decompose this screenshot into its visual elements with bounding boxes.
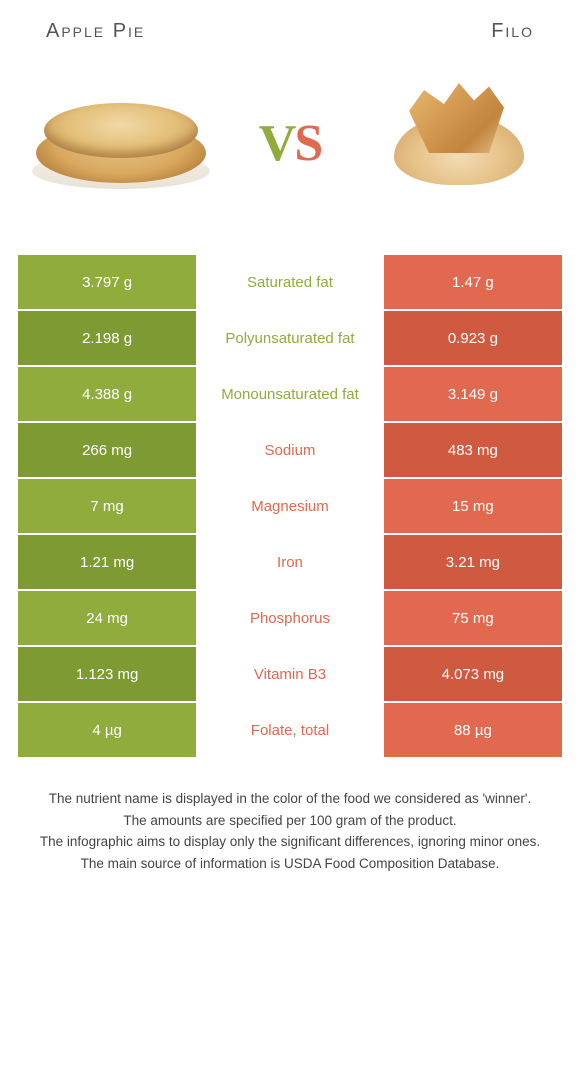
left-value: 4.388 g <box>18 367 196 421</box>
left-value: 7 mg <box>18 479 196 533</box>
left-value: 1.21 mg <box>18 535 196 589</box>
hero-row: VS <box>16 53 564 253</box>
table-row: 1.123 mgVitamin B34.073 mg <box>18 647 562 701</box>
footnote-line: The infographic aims to display only the… <box>24 832 556 852</box>
table-row: 2.198 gPolyunsaturated fat0.923 g <box>18 311 562 365</box>
footnote-line: The amounts are specified per 100 gram o… <box>24 811 556 831</box>
apple-pie-image <box>36 83 206 203</box>
right-value: 0.923 g <box>384 311 562 365</box>
left-value: 1.123 mg <box>18 647 196 701</box>
right-value: 1.47 g <box>384 255 562 309</box>
left-value: 4 µg <box>18 703 196 757</box>
right-value: 75 mg <box>384 591 562 645</box>
table-row: 266 mgSodium483 mg <box>18 423 562 477</box>
right-food-title: Filo <box>491 20 534 43</box>
left-food-title: Apple Pie <box>46 20 145 43</box>
footnote-line: The nutrient name is displayed in the co… <box>24 789 556 809</box>
right-value: 4.073 mg <box>384 647 562 701</box>
title-row: Apple Pie Filo <box>16 20 564 53</box>
left-value: 24 mg <box>18 591 196 645</box>
left-value: 3.797 g <box>18 255 196 309</box>
nutrient-label: Saturated fat <box>198 255 382 309</box>
left-value: 2.198 g <box>18 311 196 365</box>
nutrient-table: 3.797 gSaturated fat1.47 g2.198 gPolyuns… <box>16 253 564 759</box>
vs-s: S <box>294 114 321 173</box>
nutrient-label: Magnesium <box>198 479 382 533</box>
nutrient-label: Polyunsaturated fat <box>198 311 382 365</box>
left-value: 266 mg <box>18 423 196 477</box>
vs-v: V <box>259 114 295 173</box>
vs-label: VS <box>259 114 321 173</box>
footnote-line: The main source of information is USDA F… <box>24 854 556 874</box>
filo-image <box>374 83 544 203</box>
nutrient-label: Folate, total <box>198 703 382 757</box>
table-row: 3.797 gSaturated fat1.47 g <box>18 255 562 309</box>
nutrient-label: Vitamin B3 <box>198 647 382 701</box>
table-row: 7 mgMagnesium15 mg <box>18 479 562 533</box>
table-row: 1.21 mgIron3.21 mg <box>18 535 562 589</box>
nutrient-tbody: 3.797 gSaturated fat1.47 g2.198 gPolyuns… <box>18 255 562 757</box>
right-value: 3.21 mg <box>384 535 562 589</box>
table-row: 4 µgFolate, total88 µg <box>18 703 562 757</box>
right-value: 3.149 g <box>384 367 562 421</box>
right-value: 483 mg <box>384 423 562 477</box>
nutrient-label: Monounsaturated fat <box>198 367 382 421</box>
nutrient-label: Iron <box>198 535 382 589</box>
table-row: 24 mgPhosphorus75 mg <box>18 591 562 645</box>
table-row: 4.388 gMonounsaturated fat3.149 g <box>18 367 562 421</box>
right-value: 15 mg <box>384 479 562 533</box>
footnotes: The nutrient name is displayed in the co… <box>16 759 564 873</box>
infographic: Apple Pie Filo VS 3.797 gSaturated fat1.… <box>0 0 580 1084</box>
nutrient-label: Phosphorus <box>198 591 382 645</box>
right-value: 88 µg <box>384 703 562 757</box>
nutrient-label: Sodium <box>198 423 382 477</box>
